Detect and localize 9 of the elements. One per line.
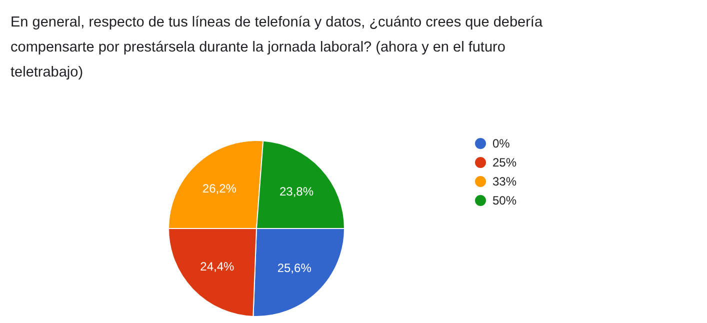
data-label: 24,4% (200, 259, 235, 274)
legend-label: 50% (492, 194, 517, 208)
data-label: 25,6% (277, 260, 312, 275)
legend-label: 33% (492, 174, 517, 188)
data-label: 26,2% (202, 181, 237, 196)
legend-label: 0% (492, 136, 510, 150)
legend-label: 25% (492, 156, 517, 170)
chart-title: En general, respecto de tus líneas de telefonía y datos, ¿cuánto crees que debería compensarte por prestársela durante la jornada laboral? (ahora y en el futuro teletrabajo) (10, 14, 544, 80)
data-label: 23,8% (279, 184, 314, 198)
